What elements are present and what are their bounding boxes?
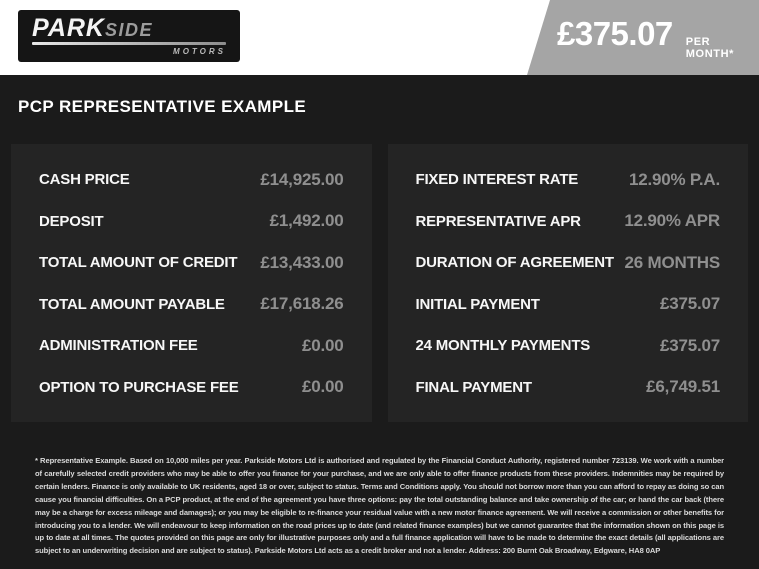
- row-label: ADMINISTRATION FEE: [39, 337, 198, 355]
- finance-row-admin-fee: ADMINISTRATION FEE £0.00: [39, 325, 344, 367]
- representative-example-disclaimer: * Representative Example. Based on 10,00…: [35, 456, 724, 556]
- finance-row-initial-payment: INITIAL PAYMENT £375.07: [416, 284, 721, 326]
- monthly-price-amount: £375.07: [557, 15, 673, 52]
- logo-text-park: PARK: [32, 14, 105, 42]
- page-title: PCP REPRESENTATIVE EXAMPLE: [18, 97, 307, 116]
- row-value: £375.07: [659, 335, 720, 355]
- logo-wordmark: PARK SIDE: [32, 16, 226, 41]
- row-value: 12.90% APR: [624, 211, 720, 231]
- finance-panel-left: CASH PRICE £14,925.00 DEPOSIT £1,492.00 …: [11, 144, 372, 422]
- row-value: £0.00: [301, 335, 344, 355]
- monthly-price: £375.07 PER MONTH*: [557, 15, 759, 60]
- finance-row-final-payment: FINAL PAYMENT £6,749.51: [416, 367, 721, 409]
- row-label: OPTION TO PURCHASE FEE: [39, 378, 239, 396]
- row-value: £17,618.26: [260, 294, 344, 314]
- row-label: DEPOSIT: [39, 212, 104, 230]
- logo-text-side: SIDE: [104, 20, 153, 40]
- row-value: £1,492.00: [269, 211, 344, 231]
- row-value: £6,749.51: [646, 377, 720, 397]
- logo-underline-bar: [32, 42, 226, 45]
- finance-panel-right: FIXED INTEREST RATE 12.90% P.A. REPRESEN…: [387, 144, 748, 422]
- row-label: TOTAL AMOUNT PAYABLE: [39, 295, 225, 313]
- finance-row-deposit: DEPOSIT £1,492.00: [39, 201, 344, 243]
- monthly-price-period: PER MONTH*: [685, 36, 735, 60]
- row-value: 26 MONTHS: [624, 252, 721, 272]
- row-value: £14,925.00: [260, 169, 344, 189]
- finance-row-representative-apr: REPRESENTATIVE APR 12.90% APR: [416, 201, 721, 243]
- finance-row-monthly-payments: 24 MONTHLY PAYMENTS £375.07: [416, 325, 721, 367]
- finance-panels: CASH PRICE £14,925.00 DEPOSIT £1,492.00 …: [11, 144, 748, 422]
- finance-row-option-to-purchase-fee: OPTION TO PURCHASE FEE £0.00: [39, 367, 344, 409]
- finance-row-total-payable: TOTAL AMOUNT PAYABLE £17,618.26: [39, 284, 344, 326]
- row-value: £375.07: [659, 294, 720, 314]
- row-value: £0.00: [301, 377, 344, 397]
- row-label: REPRESENTATIVE APR: [415, 212, 582, 230]
- finance-row-fixed-interest-rate: FIXED INTEREST RATE 12.90% P.A.: [416, 159, 721, 201]
- row-label: FINAL PAYMENT: [415, 378, 533, 396]
- logo-text-motors: MOTORS: [173, 47, 226, 56]
- header-bar: PARK SIDE MOTORS £375.07 PER MONTH*: [0, 0, 759, 75]
- finance-row-duration: DURATION OF AGREEMENT 26 MONTHS: [416, 242, 721, 284]
- finance-row-total-credit: TOTAL AMOUNT OF CREDIT £13,433.00: [39, 242, 344, 284]
- row-value: £13,433.00: [260, 252, 344, 272]
- parkside-motors-logo: PARK SIDE MOTORS: [18, 10, 240, 62]
- monthly-price-banner: £375.07 PER MONTH*: [527, 0, 759, 75]
- row-label: CASH PRICE: [39, 171, 130, 189]
- finance-row-cash-price: CASH PRICE £14,925.00: [39, 159, 344, 201]
- row-label: DURATION OF AGREEMENT: [415, 254, 614, 272]
- row-value: 12.90% P.A.: [628, 169, 720, 189]
- row-label: INITIAL PAYMENT: [415, 295, 540, 313]
- row-label: FIXED INTEREST RATE: [415, 171, 579, 189]
- row-label: TOTAL AMOUNT OF CREDIT: [39, 254, 238, 272]
- row-label: 24 MONTHLY PAYMENTS: [415, 337, 591, 355]
